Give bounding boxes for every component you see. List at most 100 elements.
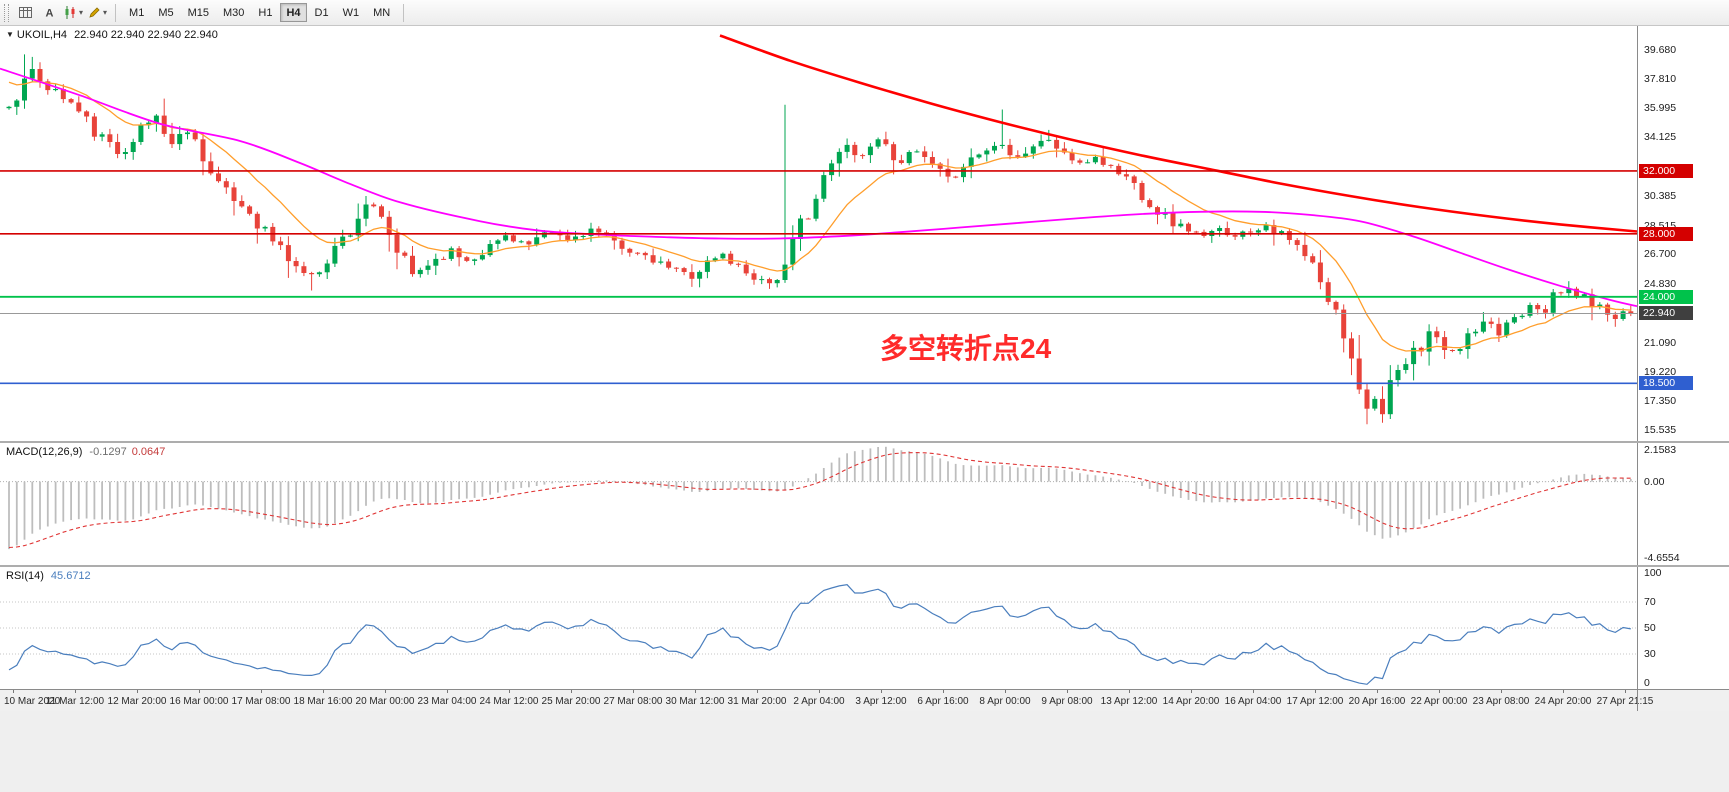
time-axis[interactable]: 10 Mar 2020 11 Mar 12:00 12 Mar 20:00 16 Ma… bbox=[0, 689, 1729, 712]
timeframe-w1-button[interactable]: W1 bbox=[337, 3, 366, 22]
time-axis-label: 8 Apr 00:00 bbox=[979, 696, 1031, 707]
font-icon: A bbox=[45, 8, 53, 20]
time-tick bbox=[323, 690, 324, 693]
time-axis-label: 27 Mar 08:00 bbox=[603, 696, 663, 707]
time-axis-label: 6 Apr 16:00 bbox=[917, 696, 969, 707]
macd-histogram bbox=[8, 446, 1632, 550]
timeframe-button-group: M1 M5 M15 M30 H1 H4 D1 W1 MN bbox=[122, 3, 397, 22]
time-tick bbox=[1067, 690, 1068, 693]
time-axis-label: 16 Apr 04:00 bbox=[1224, 696, 1282, 707]
time-axis-label: 17 Mar 08:00 bbox=[231, 696, 291, 707]
timeframe-d1-button[interactable]: D1 bbox=[309, 3, 335, 22]
time-axis-label: 23 Mar 04:00 bbox=[417, 696, 477, 707]
chart-window-button[interactable] bbox=[14, 3, 36, 23]
time-axis-label: 12 Mar 20:00 bbox=[107, 696, 167, 707]
price-axis-label: 17.350 bbox=[1644, 395, 1677, 408]
price-axis-label: 21.090 bbox=[1644, 336, 1677, 349]
toolbar-grip[interactable] bbox=[4, 3, 9, 22]
current-price-badge: 22.940 bbox=[1639, 306, 1693, 321]
timeframe-m1-button[interactable]: M1 bbox=[123, 3, 150, 22]
grid-icon bbox=[18, 7, 32, 18]
chart-type-button[interactable]: ▾ bbox=[62, 3, 84, 23]
time-axis-label: 2 Apr 04:00 bbox=[793, 696, 845, 707]
dropdown-triangle-icon[interactable]: ▼ bbox=[6, 30, 14, 39]
rsi-title: RSI(14) 45.6712 bbox=[6, 570, 91, 582]
time-tick bbox=[1129, 690, 1130, 693]
ma-fast-line bbox=[8, 81, 1631, 352]
toolbar-separator bbox=[403, 3, 405, 22]
price-axis-label: 19.220 bbox=[1644, 365, 1677, 378]
draw-tools-button[interactable]: ▾ bbox=[86, 3, 108, 23]
macd-name: MACD(12,26,9) bbox=[6, 446, 83, 458]
time-axis-label: 9 Apr 08:00 bbox=[1041, 696, 1093, 707]
price-axis-label: 26.700 bbox=[1644, 248, 1677, 261]
price-axis-label: 35.995 bbox=[1644, 101, 1677, 114]
ma-mid-line bbox=[0, 67, 1637, 308]
macd-axis-label: 2.1583 bbox=[1644, 444, 1677, 456]
toolbar: A ▾ ▾ M1 M5 M15 M30 H1 H4 D1 W1 MN bbox=[0, 0, 1729, 26]
timeframe-h4-button[interactable]: H4 bbox=[280, 3, 307, 22]
time-axis-label: 10 Mar 2020 bbox=[4, 696, 61, 707]
candlesticks bbox=[6, 54, 1634, 425]
time-axis-label: 20 Mar 00:00 bbox=[355, 696, 415, 707]
axis-corner-divider bbox=[1637, 690, 1638, 712]
price-badge-28.000: 28.000 bbox=[1639, 226, 1693, 241]
time-tick bbox=[571, 690, 572, 693]
time-tick bbox=[695, 690, 696, 693]
macd-axis-label: 0.00 bbox=[1644, 475, 1665, 488]
macd-axis[interactable]: 2.1583 0.00 -4.6554 bbox=[1637, 443, 1729, 565]
rsi-axis-label: 0 bbox=[1644, 677, 1650, 689]
time-tick bbox=[447, 690, 448, 693]
time-axis-label: 20 Apr 16:00 bbox=[1348, 696, 1406, 707]
svg-text:A: A bbox=[45, 8, 53, 20]
price-badge-32.000: 32.000 bbox=[1639, 163, 1693, 178]
time-axis-label: 24 Mar 12:00 bbox=[479, 696, 539, 707]
macd-main-value: -0.1297 bbox=[89, 446, 127, 458]
rsi-chart[interactable] bbox=[0, 567, 1637, 689]
rsi-panel: 100 70 50 30 0 RSI(14) 45.6712 bbox=[0, 567, 1729, 689]
timeframe-m5-button[interactable]: M5 bbox=[152, 3, 179, 22]
price-axis-label: 34.125 bbox=[1644, 131, 1677, 144]
ma-slow-line bbox=[719, 34, 1637, 233]
time-tick bbox=[199, 690, 200, 693]
time-tick bbox=[261, 690, 262, 693]
time-tick bbox=[633, 690, 634, 693]
macd-signal-value: 0.0647 bbox=[131, 446, 166, 458]
bottom-filler bbox=[0, 711, 1729, 792]
macd-axis-label: -4.6554 bbox=[1644, 552, 1680, 564]
rsi-axis[interactable]: 100 70 50 30 0 bbox=[1637, 567, 1729, 689]
time-axis-label: 31 Mar 20:00 bbox=[727, 696, 787, 707]
macd-signal-line bbox=[8, 452, 1631, 549]
time-tick bbox=[75, 690, 76, 693]
price-axis-label: 24.830 bbox=[1644, 277, 1677, 290]
timeframe-m30-button[interactable]: M30 bbox=[217, 3, 250, 22]
time-tick bbox=[13, 690, 14, 693]
time-tick bbox=[1625, 690, 1626, 693]
rsi-axis-label: 70 bbox=[1644, 596, 1656, 608]
font-button[interactable]: A bbox=[38, 3, 60, 23]
toolbar-icon-group: A ▾ ▾ bbox=[13, 3, 109, 23]
macd-chart[interactable] bbox=[0, 443, 1637, 565]
time-axis-label: 14 Apr 20:00 bbox=[1162, 696, 1220, 707]
panel-separator[interactable] bbox=[0, 441, 1729, 443]
time-tick bbox=[1563, 690, 1564, 693]
symbol-label: UKOIL,H4 bbox=[16, 29, 68, 41]
panel-separator[interactable] bbox=[0, 565, 1729, 567]
time-tick bbox=[137, 690, 138, 693]
main-chart[interactable]: 多空转折点24 bbox=[0, 26, 1637, 441]
price-axis[interactable]: 39.680 37.810 35.995 34.125 30.385 28.515 26.7… bbox=[1637, 26, 1729, 441]
price-axis-label: 15.535 bbox=[1644, 423, 1677, 436]
annotation-text[interactable]: 多空转折点24 bbox=[880, 332, 1052, 364]
time-tick bbox=[757, 690, 758, 693]
time-tick bbox=[1191, 690, 1192, 693]
time-tick bbox=[1315, 690, 1316, 693]
timeframe-m15-button[interactable]: M15 bbox=[182, 3, 215, 22]
time-axis-label: 25 Mar 20:00 bbox=[541, 696, 601, 707]
price-axis-label: 39.680 bbox=[1644, 44, 1677, 56]
timeframe-h1-button[interactable]: H1 bbox=[252, 3, 278, 22]
ohlc-values: 22.940 22.940 22.940 22.940 bbox=[74, 29, 218, 41]
chart-symbol-title: ▼ UKOIL,H4 22.940 22.940 22.940 22.940 bbox=[6, 29, 218, 41]
timeframe-mn-button[interactable]: MN bbox=[367, 3, 396, 22]
pencil-icon bbox=[89, 7, 100, 18]
